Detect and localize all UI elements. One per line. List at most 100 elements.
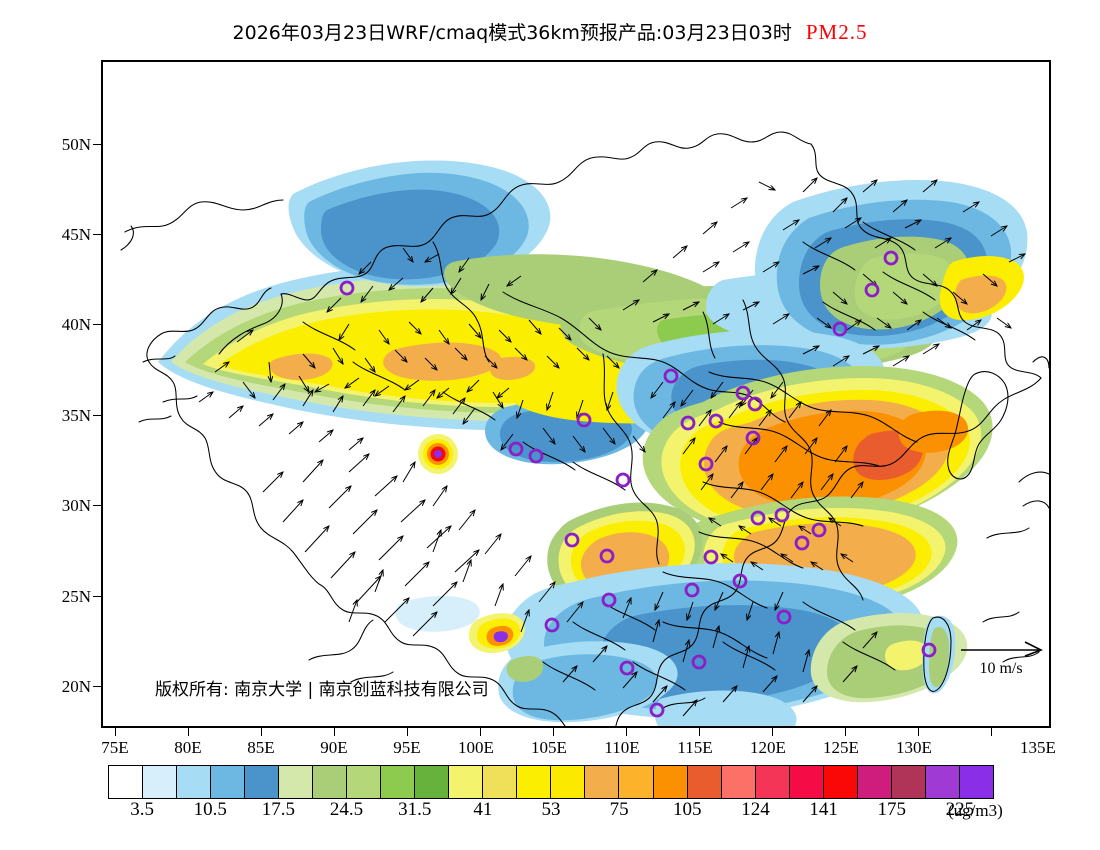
contour-taiwan-24: [929, 626, 949, 688]
y-axis-tick: [93, 686, 101, 687]
colorbar-segment-15[interactable]: [619, 766, 654, 798]
x-axis-label: 100E: [458, 738, 494, 757]
city-marker[interactable]: [703, 549, 719, 565]
colorbar-segment-7[interactable]: [347, 766, 382, 798]
y-axis-tick: [93, 505, 101, 506]
colorbar-segment-5[interactable]: [279, 766, 314, 798]
colorbar-segment-21[interactable]: [823, 766, 858, 798]
colorbar-segment-24[interactable]: [925, 766, 960, 798]
y-axis-label: 20N: [61, 677, 91, 696]
city-marker[interactable]: [708, 413, 724, 429]
y-axis-tick: [93, 234, 101, 235]
colorbar-segment-6[interactable]: [313, 766, 348, 798]
colorbar-segment-9[interactable]: [415, 766, 450, 798]
x-axis-label: 95E: [393, 738, 421, 757]
colorbar-segment-14[interactable]: [585, 766, 620, 798]
colorbar-segment-11[interactable]: [483, 766, 518, 798]
colorbar-tick-label: 105: [673, 799, 702, 820]
city-marker[interactable]: [832, 321, 848, 337]
x-axis-label: 85E: [247, 738, 275, 757]
x-axis-tick: [261, 728, 262, 736]
city-marker[interactable]: [564, 532, 580, 548]
x-axis-label: 90E: [320, 738, 348, 757]
wind-reference-legend: 10 m/s: [955, 638, 1047, 686]
city-marker[interactable]: [684, 582, 700, 598]
city-marker[interactable]: [745, 430, 761, 446]
y-axis-label: 50N: [61, 135, 91, 154]
city-marker[interactable]: [599, 548, 615, 564]
colorbar-segment-13[interactable]: [551, 766, 586, 798]
arrow-right-icon: [961, 641, 1043, 657]
x-axis-tick: [407, 728, 408, 736]
city-marker[interactable]: [750, 510, 766, 526]
city-marker[interactable]: [774, 507, 790, 523]
city-marker[interactable]: [508, 441, 524, 457]
city-marker[interactable]: [794, 535, 810, 551]
city-marker[interactable]: [619, 660, 635, 676]
map-plot-area[interactable]: [101, 60, 1051, 728]
y-axis-label: 45N: [61, 225, 91, 244]
title-main-text: 2026年03月23日WRF/cmaq模式36km预报产品:03月23日03时: [232, 22, 792, 44]
city-marker[interactable]: [735, 385, 751, 401]
city-marker[interactable]: [691, 654, 707, 670]
x-axis-label: 120E: [750, 738, 786, 757]
colorbar-segment-20[interactable]: [789, 766, 824, 798]
colorbar-segment-0[interactable]: [109, 766, 144, 798]
colorbar-tick-label: 41: [473, 799, 493, 820]
city-marker[interactable]: [339, 280, 355, 296]
hotspot-xining-225: [434, 450, 442, 458]
colorbar-segment-18[interactable]: [721, 766, 756, 798]
x-axis-tick: [626, 728, 627, 736]
x-axis-tick: [553, 728, 554, 736]
city-markers-layer[interactable]: [339, 250, 937, 718]
colorbar-segment-10[interactable]: [449, 766, 484, 798]
city-marker[interactable]: [811, 522, 827, 538]
colorbar-segment-12[interactable]: [517, 766, 552, 798]
colorbar[interactable]: [108, 765, 994, 799]
city-marker[interactable]: [544, 617, 560, 633]
colorbar-tick-label: 124: [741, 799, 770, 820]
colorbar-tick-label: 3.5: [130, 799, 154, 820]
colorbar-segment-3[interactable]: [211, 766, 246, 798]
colorbar-units-label: (ug/m3): [948, 801, 1003, 820]
colorbar-segment-17[interactable]: [687, 766, 722, 798]
x-axis-label: 125E: [823, 738, 859, 757]
colorbar-segment-23[interactable]: [891, 766, 926, 798]
city-marker[interactable]: [698, 456, 714, 472]
city-marker[interactable]: [615, 472, 631, 488]
city-marker[interactable]: [680, 415, 696, 431]
x-axis-tick: [480, 728, 481, 736]
city-marker[interactable]: [732, 573, 748, 589]
colorbar-segment-4[interactable]: [245, 766, 280, 798]
colorbar-segment-8[interactable]: [381, 766, 416, 798]
x-axis-tick: [772, 728, 773, 736]
colorbar-segment-16[interactable]: [653, 766, 688, 798]
city-marker[interactable]: [921, 642, 937, 658]
colorbar-segment-22[interactable]: [857, 766, 892, 798]
city-marker[interactable]: [649, 702, 665, 718]
x-axis-label: 135E: [1020, 738, 1056, 757]
city-marker[interactable]: [747, 396, 763, 412]
x-axis-label: 115E: [677, 738, 713, 757]
city-marker[interactable]: [601, 592, 617, 608]
x-axis-tick: [918, 728, 919, 736]
city-marker[interactable]: [576, 412, 592, 428]
colorbar-segment-25[interactable]: [959, 766, 993, 798]
city-marker[interactable]: [776, 609, 792, 625]
contour-band-dzungaria-24: [321, 189, 500, 280]
x-axis-tick: [115, 728, 116, 736]
city-marker[interactable]: [883, 250, 899, 266]
city-marker[interactable]: [864, 282, 880, 298]
city-marker[interactable]: [663, 368, 679, 384]
contour-tibet-225: [493, 631, 508, 643]
wind-reference-label: 10 m/s: [979, 660, 1023, 677]
colorbar-segment-2[interactable]: [177, 766, 212, 798]
colorbar-tick-label: 10.5: [193, 799, 227, 820]
map-svg-canvas: [120, 131, 1049, 726]
contour-core-75-c: [489, 356, 536, 380]
city-marker[interactable]: [528, 448, 544, 464]
colorbar-segment-19[interactable]: [755, 766, 790, 798]
colorbar-tick-label: 53: [541, 799, 561, 820]
colorbar-segment-1[interactable]: [143, 766, 178, 798]
